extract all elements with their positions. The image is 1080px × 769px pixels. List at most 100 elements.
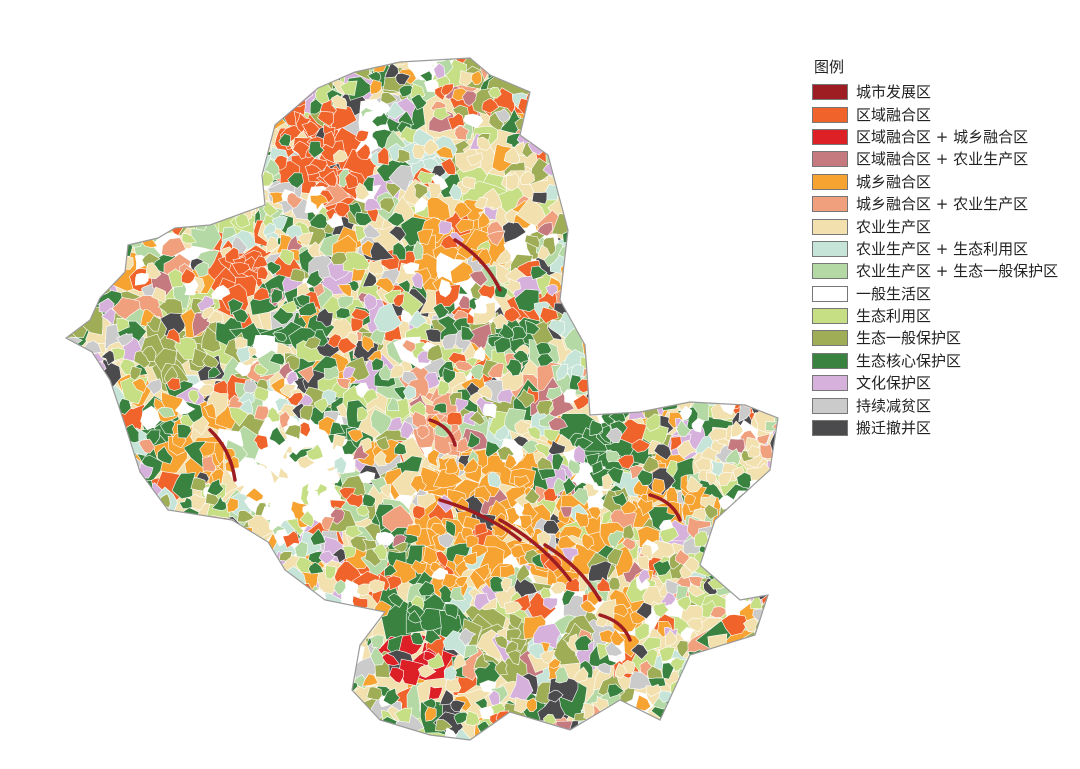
map-patch <box>35 674 65 703</box>
map-patch <box>648 239 662 254</box>
map-patch <box>596 577 611 592</box>
map-patch <box>685 352 702 372</box>
map-patch <box>205 528 222 544</box>
map-patch <box>561 177 577 195</box>
map-patch <box>530 82 564 113</box>
map-patch <box>176 591 205 621</box>
map-patch <box>250 67 303 112</box>
map-patch <box>622 199 638 215</box>
map-patch <box>324 467 341 484</box>
map-patch <box>766 424 778 452</box>
map-patch <box>66 523 76 542</box>
map-patch <box>452 654 467 672</box>
map-patch <box>191 415 210 436</box>
map-patch <box>486 58 527 74</box>
map-patch <box>308 43 324 57</box>
map-patch <box>119 552 145 588</box>
map-patch <box>201 544 220 562</box>
map-patch <box>779 251 814 300</box>
map-patch <box>128 671 157 697</box>
legend-item: 生态核心保护区 <box>812 350 1058 372</box>
map-patch <box>215 629 246 657</box>
map-patch <box>94 674 145 714</box>
map-patch <box>628 243 658 270</box>
map-patch <box>570 174 595 201</box>
map-patch <box>446 411 463 426</box>
map-patch <box>465 710 481 727</box>
map-patch <box>73 231 86 247</box>
map-patch <box>508 731 540 740</box>
map-patch <box>72 711 89 729</box>
map-patch <box>665 125 680 144</box>
map-patch <box>299 404 314 422</box>
map-patch <box>201 455 217 473</box>
map-patch <box>89 185 117 214</box>
map-patch <box>388 225 407 242</box>
map-patch <box>683 369 718 404</box>
map-patch <box>591 316 608 334</box>
map-patch <box>162 195 188 222</box>
map-patch <box>732 369 749 387</box>
legend-item: 农业生产区 + 生态一般保护区 <box>812 260 1058 282</box>
map-patch <box>502 221 527 244</box>
map-patch <box>378 100 391 114</box>
map-patch <box>599 719 628 740</box>
map-patch <box>499 563 516 578</box>
map-patch <box>73 262 88 281</box>
map-patch <box>231 681 266 712</box>
map-patch <box>241 613 271 637</box>
map-patch <box>596 174 613 190</box>
map-patch <box>505 172 520 192</box>
legend-item: 农业生产区 + 生态利用区 <box>812 238 1058 260</box>
map-patch <box>444 603 459 620</box>
map-patch <box>204 141 222 155</box>
map-patch <box>642 83 660 103</box>
map-patch <box>653 443 672 461</box>
map-patch <box>71 259 110 295</box>
map-patch <box>226 497 239 513</box>
map-patch <box>628 407 646 420</box>
map-patch <box>237 77 282 122</box>
map-patch <box>492 62 509 76</box>
map-patch <box>710 225 729 238</box>
map-patch <box>210 176 236 201</box>
map-patch <box>171 471 196 500</box>
map-patch <box>96 603 147 642</box>
map-patch <box>66 534 79 576</box>
map-patch <box>758 153 778 192</box>
map-patch <box>728 246 747 263</box>
map-patch <box>149 711 193 740</box>
map-patch <box>386 575 403 591</box>
map-patch <box>477 284 496 300</box>
map-patch <box>723 200 738 218</box>
map-patch <box>188 389 200 405</box>
map-patch <box>248 575 266 594</box>
map-patch <box>689 741 705 753</box>
map-patch <box>581 533 595 551</box>
map-patch <box>66 184 83 201</box>
map-patch <box>504 453 518 470</box>
map-patch <box>128 216 141 231</box>
map-patch <box>597 243 614 258</box>
map-patch <box>625 125 643 141</box>
map-patch <box>433 402 448 414</box>
map-patch <box>449 183 463 201</box>
map-patch <box>318 550 336 565</box>
map-patch <box>407 610 422 624</box>
map-patch <box>345 493 364 509</box>
map-patch <box>702 264 741 310</box>
map-patch <box>392 293 405 307</box>
map-patch <box>487 471 502 488</box>
map-patch <box>179 700 219 740</box>
map-patch <box>506 650 521 666</box>
map-patch <box>106 185 123 202</box>
map-patch <box>687 339 712 369</box>
map-patch <box>143 84 163 101</box>
map-patch <box>648 101 675 122</box>
map-patch <box>770 697 778 715</box>
map-patch <box>218 143 240 167</box>
legend-items: 城市发展区 区域融合区 区域融合区 + 城乡融合区 区域融合区 + 农业生产区 城乡融合… <box>812 81 1058 439</box>
legend-swatch <box>812 196 848 213</box>
map-patch <box>681 716 698 735</box>
map-patch <box>74 556 97 583</box>
